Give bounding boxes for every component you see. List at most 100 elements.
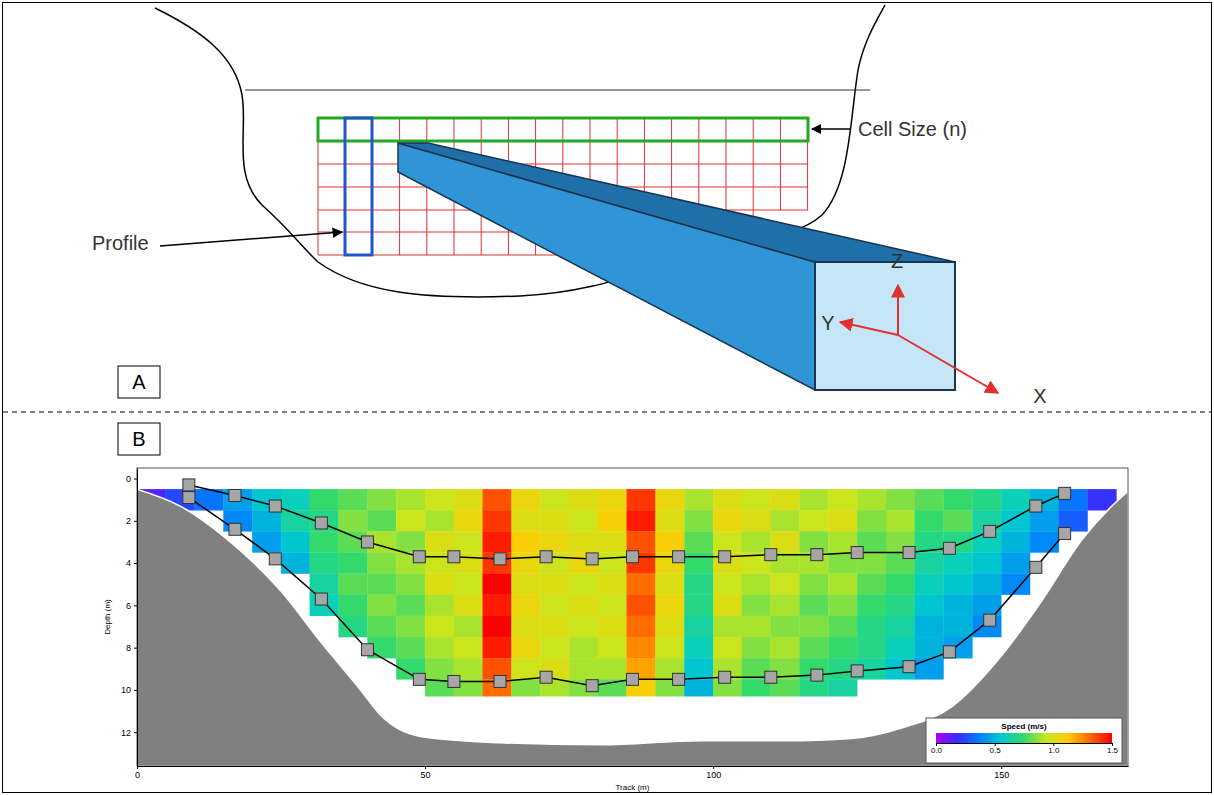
heat-cell xyxy=(396,531,425,552)
heat-cell xyxy=(828,510,857,531)
heat-cell xyxy=(886,510,915,531)
tick-mark xyxy=(134,563,137,564)
heat-cell xyxy=(454,637,483,658)
heat-cell xyxy=(800,574,829,595)
heat-cell xyxy=(684,489,713,510)
plot-frame xyxy=(137,468,1128,766)
tick-label: 150 xyxy=(994,770,1009,780)
heat-cell xyxy=(569,510,598,531)
heat-cell xyxy=(281,489,310,510)
heat-cell xyxy=(569,658,598,679)
plot-background xyxy=(137,468,1128,766)
series-marker xyxy=(719,551,731,563)
series-marker xyxy=(673,551,685,563)
heat-cell xyxy=(512,574,541,595)
heat-cell xyxy=(540,531,569,552)
heat-cell xyxy=(771,574,800,595)
series-marker xyxy=(627,673,639,685)
heat-cell xyxy=(540,616,569,637)
tick: 0 xyxy=(126,474,137,484)
heat-cell xyxy=(512,637,541,658)
heat-cell xyxy=(684,658,713,679)
plot-marks xyxy=(137,479,1128,766)
series-marker xyxy=(494,553,506,565)
series-marker xyxy=(413,673,425,685)
tick: 2 xyxy=(126,516,137,526)
figure: ZYXProfileCell Size (n)AB050100150024681… xyxy=(0,0,1214,795)
legend-box xyxy=(926,718,1122,763)
heat-cell xyxy=(684,637,713,658)
series-marker xyxy=(183,479,195,491)
heat-cell xyxy=(656,616,685,637)
heat-cell xyxy=(656,489,685,510)
heat-cell xyxy=(367,616,396,637)
heat-cell xyxy=(281,531,310,552)
series-marker xyxy=(586,553,598,565)
heat-cell xyxy=(512,679,541,696)
heat-cell xyxy=(742,574,771,595)
heat-cell xyxy=(656,531,685,552)
heat-cell xyxy=(713,531,742,552)
heat-cell xyxy=(800,679,829,696)
panel-a: ZYXProfileCell Size (n) xyxy=(92,5,1047,407)
heat-cell xyxy=(656,510,685,531)
axis-arrow xyxy=(898,335,998,393)
heat-cell xyxy=(454,531,483,552)
beam-top xyxy=(398,143,955,262)
heat-cell xyxy=(627,595,656,616)
heat-cell xyxy=(598,553,627,574)
series-marker xyxy=(673,673,685,685)
axis-letter: Y xyxy=(821,312,834,334)
heat-cell xyxy=(857,574,886,595)
series-marker xyxy=(269,553,281,565)
heat-cell xyxy=(454,510,483,531)
beam-side xyxy=(398,143,815,390)
heat-cell xyxy=(800,637,829,658)
series-marker xyxy=(494,675,506,687)
heat-cell xyxy=(483,510,512,531)
heat-cell xyxy=(454,595,483,616)
heat-cell xyxy=(598,595,627,616)
heat-cell xyxy=(512,616,541,637)
axis-line xyxy=(937,743,1113,744)
heat-cell xyxy=(713,574,742,595)
tick-label: 6 xyxy=(126,601,131,611)
series-marker xyxy=(765,671,777,683)
heat-cell xyxy=(367,574,396,595)
heat-cell xyxy=(1001,489,1030,510)
series-marker xyxy=(903,547,915,559)
pointer xyxy=(160,232,342,246)
heat-cell xyxy=(771,595,800,616)
heat-cell xyxy=(771,637,800,658)
heat-cell xyxy=(742,489,771,510)
heat-cell xyxy=(915,595,944,616)
heat-cell xyxy=(569,489,598,510)
tick-mark xyxy=(134,690,137,691)
tick: 0.0 xyxy=(931,743,943,755)
heat-cell xyxy=(396,637,425,658)
heat-cell xyxy=(483,531,512,552)
heat-cell xyxy=(252,510,281,531)
heat-cell xyxy=(684,595,713,616)
heat-cell xyxy=(944,553,973,574)
heat-cell xyxy=(713,510,742,531)
heat-cell xyxy=(1030,531,1059,552)
panel-letter-box xyxy=(118,366,160,398)
heat-cell xyxy=(886,595,915,616)
series-marker xyxy=(984,614,996,626)
tick-label: 100 xyxy=(706,770,721,780)
tick: 4 xyxy=(126,558,137,568)
series-marker xyxy=(540,671,552,683)
tick-mark xyxy=(134,605,137,606)
tick: 12 xyxy=(121,728,137,738)
heat-cell xyxy=(281,553,310,574)
heat-cell xyxy=(972,574,1001,595)
heat-cell xyxy=(828,616,857,637)
cell-size-label: Cell Size (n) xyxy=(858,118,967,140)
series-marker xyxy=(413,551,425,563)
tick-mark xyxy=(713,766,714,769)
heat-cell xyxy=(425,510,454,531)
series-marker xyxy=(361,644,373,656)
axis-letter: Z xyxy=(891,250,903,272)
heat-cell xyxy=(944,489,973,510)
